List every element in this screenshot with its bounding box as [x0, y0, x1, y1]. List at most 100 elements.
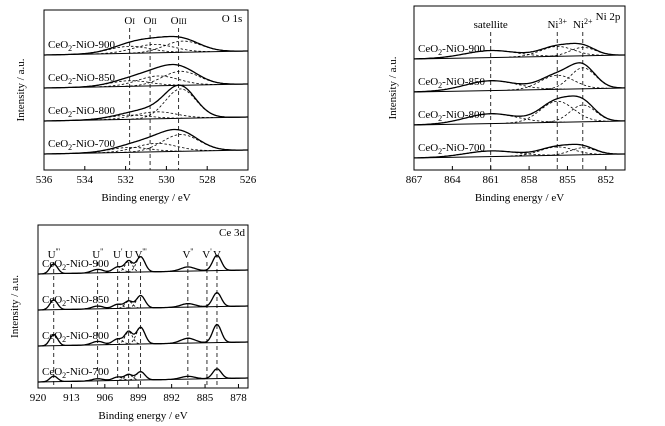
ce3d-sample-label-rest: -NiO-850 [66, 294, 109, 306]
ni2p-fit-component [510, 146, 604, 157]
ce3d-sample-label-sub: 2 [62, 263, 66, 272]
ce3d-xtick-label: 885 [197, 392, 214, 404]
ce3d-sample-label-main: CeO [42, 294, 62, 306]
ni2p-sample-label-rest: -NiO-700 [442, 142, 485, 154]
o1s-sample-label-sub: 2 [68, 143, 72, 152]
ce3d-fit-component [171, 375, 205, 380]
ce3d-sample-label-rest: -NiO-900 [66, 258, 109, 270]
ni2p-baseline [413, 120, 626, 126]
o1s-sample-label-main: CeO [48, 72, 68, 84]
ce3d-sample-label: CeO2-NiO-900 [42, 258, 109, 272]
ce3d-reference-label: V' [202, 247, 212, 261]
o1s-panel: 536 534 532 530 528 526 Binding energy / eV Int… [15, 9, 257, 204]
ce3d-x-axis-label: Binding energy / eV [98, 410, 187, 422]
o1s-baseline [43, 83, 249, 89]
o1s-x-axis-label: Binding energy / eV [101, 192, 190, 204]
ce3d-reference-label-main: U [113, 249, 121, 261]
ce3d-fit-component [169, 266, 207, 272]
ce3d-reference-label: U''' [48, 247, 61, 261]
o1s-reference-label-sub: I [132, 17, 135, 26]
ce3d-xtick-label: 906 [97, 392, 114, 404]
ce3d-sample-label: CeO2-NiO-850 [42, 294, 109, 308]
o1s-sample-label-main: CeO [48, 39, 68, 51]
ni2p-sample-label-sub: 2 [438, 114, 442, 123]
ni2p-baseline [413, 54, 626, 60]
ni2p-baseline [413, 153, 626, 159]
ce3d-reference-label: V'' [182, 247, 193, 261]
ce3d-fit-component [42, 334, 66, 347]
o1s-reference-label-main: O [171, 15, 179, 27]
o1s-xtick-label: 530 [158, 174, 175, 186]
ce3d-reference-label-sup: '' [100, 247, 103, 256]
ce3d-reference-label-sup: ' [210, 247, 212, 256]
o1s-y-axis-label: Intensity / a.u. [15, 58, 27, 121]
o1s-sample-label: CeO2-NiO-800 [48, 105, 115, 119]
ni2p-xtick-label: 864 [444, 174, 461, 186]
ni2p-sample-label-main: CeO [418, 76, 438, 88]
o1s-reference-label-main: O [124, 15, 132, 27]
ce3d-fit-component [43, 263, 64, 274]
o1s-reference-label: OI [124, 15, 135, 27]
ni2p-fit-component [508, 46, 606, 58]
ni2p-fit-component [420, 50, 562, 60]
ce3d-reference-label-main: U [92, 249, 100, 261]
ce3d-reference-label-main: U [125, 249, 133, 261]
o1s-fit-component [77, 114, 183, 121]
ce3d-xtick-label: 913 [63, 392, 80, 404]
ce3d-reference-label-main: V [182, 249, 190, 261]
o1s-fit-component [76, 147, 184, 154]
ni2p-xtick-label: 852 [598, 174, 615, 186]
o1s-fit-component [125, 70, 237, 87]
o1s-xtick-label: 536 [36, 174, 53, 186]
ce3d-fit-component [169, 303, 207, 308]
ce3d-fit-component [43, 299, 64, 310]
ni2p-baseline [413, 87, 626, 93]
ni2p-fit-component [416, 113, 565, 126]
ni2p-sample-label-main: CeO [418, 43, 438, 55]
ce3d-fit-component [204, 324, 231, 343]
ce3d-reference-label: U' [113, 247, 123, 261]
o1s-xtick-label: 534 [77, 174, 94, 186]
ni2p-sample-label-sub: 2 [438, 48, 442, 57]
o1s-xtick-label: 528 [199, 174, 216, 186]
ni2p-sample-label-sub: 2 [438, 81, 442, 90]
ni2p-xtick-label: 861 [482, 174, 499, 186]
ce3d-fit-component [204, 254, 231, 271]
o1s-reference-label-sub: II [151, 17, 157, 26]
o1s-fit-component [124, 134, 237, 153]
ni2p-xtick-label: 858 [521, 174, 538, 186]
o1s-sample-label-sub: 2 [68, 77, 72, 86]
ce3d-panel-title: Ce 3d [219, 227, 245, 239]
ce3d-reference-label: U [125, 249, 133, 261]
ni2p-sample-label: CeO2-NiO-900 [418, 43, 485, 57]
ce3d-sample-label-main: CeO [42, 330, 62, 342]
ni2p-sample-label: CeO2-NiO-700 [418, 142, 485, 156]
ce3d-panel: 920 913 906 899 892 885 878 Binding energy / eV… [9, 224, 249, 422]
ce3d-reference-label-main: U [48, 249, 56, 261]
ce3d-baseline [37, 305, 249, 311]
ni2p-sample-label-main: CeO [418, 142, 438, 154]
ce3d-reference-label: U'' [92, 247, 103, 261]
ce3d-fit-component [204, 292, 231, 307]
ni2p-fit-component [543, 67, 623, 90]
o1s-xtick-label: 532 [117, 174, 134, 186]
ni2p-panel: 867 864 861 858 855 852 Binding energy / eV Int… [387, 5, 626, 204]
ni2p-reference-label-main: Ni [547, 19, 558, 31]
o1s-xtick-label: 526 [240, 174, 257, 186]
ni2p-reference-label-main: Ni [573, 19, 584, 31]
ni2p-fit-component [507, 74, 607, 91]
ni2p-fit-component [416, 80, 565, 93]
ce3d-sample-label-main: CeO [42, 258, 62, 270]
ni2p-fit-component [548, 147, 618, 156]
ce3d-fit-component [129, 371, 153, 381]
o1s-sample-label-rest: -NiO-850 [72, 72, 115, 84]
ni2p-fit-component [543, 104, 622, 123]
ni2p-sample-label-rest: -NiO-800 [442, 109, 485, 121]
ce3d-xtick-label: 892 [163, 392, 180, 404]
o1s-sample-label-main: CeO [48, 138, 68, 150]
ce3d-baseline [37, 377, 249, 383]
o1s-reference-label-main: O [143, 15, 151, 27]
o1s-baseline [43, 116, 249, 122]
ni2p-reference-label-sup: 3+ [558, 17, 567, 26]
ce3d-sample-label-rest: -NiO-800 [66, 330, 109, 342]
